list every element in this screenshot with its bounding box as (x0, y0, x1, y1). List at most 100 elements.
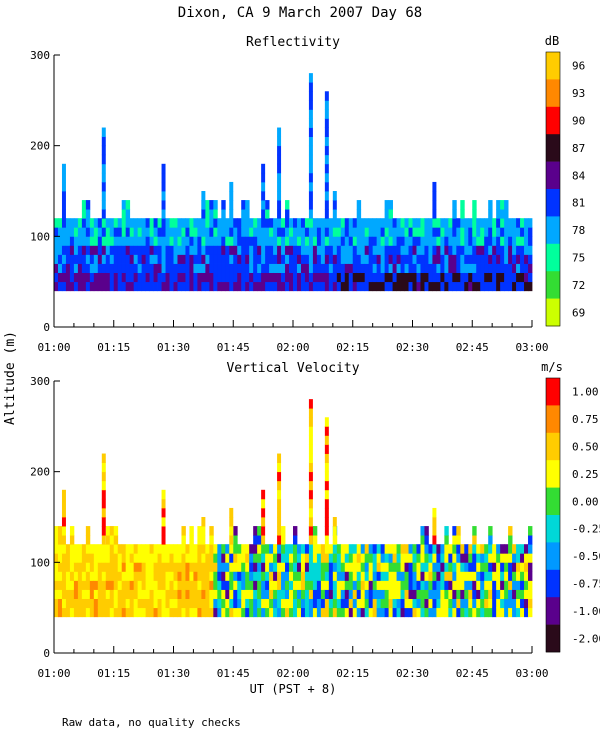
plume-cell (61, 209, 66, 219)
heatmap-cell (153, 254, 158, 264)
heatmap-cell (488, 236, 493, 246)
heatmap-cell (265, 236, 270, 246)
heatmap-cell (528, 254, 533, 264)
heatmap-cell (281, 245, 286, 255)
heatmap-cell (460, 607, 465, 618)
heatmap-cell (277, 272, 282, 283)
heatmap-cell (57, 254, 63, 264)
heatmap-cell (496, 553, 501, 563)
heatmap-cell (520, 281, 525, 292)
heatmap-cell (277, 236, 282, 246)
heatmap-cell (261, 571, 266, 581)
heatmap-cell (165, 227, 170, 237)
heatmap-cell (249, 227, 254, 237)
heatmap-cell (496, 200, 501, 210)
heatmap-cell (265, 281, 270, 292)
heatmap-cell (197, 272, 202, 283)
heatmap-cell (141, 272, 147, 283)
heatmap-cell (145, 263, 150, 273)
heatmap-cell (273, 589, 278, 599)
heatmap-cell (165, 571, 170, 581)
plume-cell (308, 91, 313, 101)
heatmap-cell (408, 589, 413, 599)
heatmap-cell (257, 218, 262, 228)
plume-cell (308, 408, 313, 418)
heatmap-cell (400, 544, 405, 554)
heatmap-cell (265, 544, 270, 554)
heatmap-cell (392, 589, 397, 599)
heatmap-cell (376, 589, 382, 599)
heatmap-cell (213, 580, 218, 590)
heatmap-cell (169, 553, 174, 563)
heatmap-cell (197, 263, 202, 273)
plume-cell (261, 209, 266, 219)
heatmap-cell (81, 272, 87, 283)
heatmap-cell (504, 245, 509, 255)
heatmap-cell (380, 607, 386, 618)
heatmap-cell (428, 553, 433, 563)
colorbar-swatch (546, 432, 560, 461)
heatmap-cell (420, 227, 425, 237)
heatmap-cell (488, 281, 493, 292)
heatmap-cell (476, 553, 481, 563)
heatmap-cell (404, 254, 409, 264)
heatmap-cell (508, 598, 513, 609)
heatmap-cell (289, 607, 294, 618)
heatmap-cell (221, 571, 226, 581)
heatmap-cell (141, 236, 147, 246)
y-tick-label: 0 (43, 321, 50, 334)
heatmap-cell (157, 272, 162, 283)
heatmap-cell (504, 200, 509, 210)
heatmap-cell (420, 607, 425, 618)
heatmap-cell (520, 553, 525, 563)
x-tick-label: 01:00 (37, 341, 70, 354)
heatmap-cell (504, 236, 509, 246)
heatmap-cell (360, 598, 366, 609)
heatmap-cell (69, 245, 75, 255)
heatmap-cell (528, 245, 533, 255)
heatmap-cell (516, 562, 521, 572)
heatmap-cell (324, 236, 330, 246)
plume-cell (201, 535, 206, 545)
heatmap-cell (424, 281, 429, 292)
heatmap-cell (137, 272, 143, 283)
heatmap-cell (225, 580, 230, 590)
heatmap-cell (137, 236, 143, 246)
plume-cell (61, 517, 66, 527)
heatmap-cell (388, 281, 393, 292)
heatmap-cell (412, 553, 417, 563)
heatmap-cell (133, 598, 139, 609)
colorbar-swatch (546, 597, 560, 625)
plume-cell (324, 417, 329, 427)
heatmap-cell (209, 272, 214, 283)
heatmap-cell (109, 562, 115, 572)
heatmap-cell (101, 263, 107, 273)
heatmap-cell (480, 281, 485, 292)
heatmap-cell (388, 544, 393, 554)
plume-cell (432, 507, 437, 518)
heatmap-cell (93, 580, 99, 590)
heatmap-cell (293, 218, 298, 228)
plume-cell (432, 209, 437, 219)
heatmap-cell (201, 553, 206, 563)
heatmap-cell (193, 562, 198, 572)
heatmap-cell (129, 218, 135, 228)
heatmap-cell (512, 544, 517, 554)
heatmap-cell (89, 245, 95, 255)
heatmap-cell (408, 218, 413, 228)
heatmap-cell (380, 571, 386, 581)
heatmap-cell (93, 272, 99, 283)
heatmap-cell (281, 263, 286, 273)
heatmap-cell (352, 544, 358, 554)
heatmap-cell (229, 263, 234, 273)
heatmap-cell (432, 272, 437, 283)
heatmap-cell (161, 281, 166, 292)
heatmap-cell (312, 245, 318, 255)
y-tick-label: 200 (30, 466, 50, 479)
heatmap-cell (141, 218, 147, 228)
heatmap-cell (221, 236, 226, 246)
heatmap-cell (109, 598, 115, 609)
heatmap-cell (356, 589, 362, 599)
heatmap-cell (249, 580, 254, 590)
heatmap-cell (161, 589, 166, 599)
